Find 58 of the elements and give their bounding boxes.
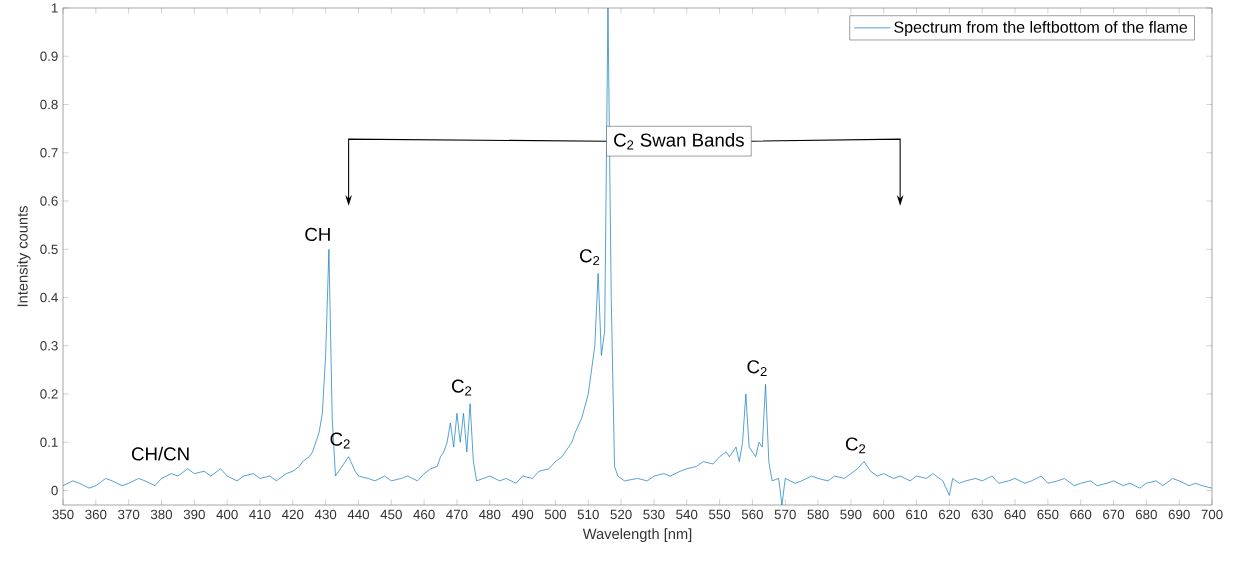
annotation: C$_{2}$ [747,360,767,377]
x-tick-label: 430 [314,509,337,520]
x-tick-label: 550 [709,509,731,520]
x-tick-label: 390 [183,509,205,520]
x-tick-label: 690 [1168,509,1190,520]
x-tick-label: 580 [807,509,829,520]
x-tick-label: 500 [544,509,567,520]
x-tick-label: 490 [511,509,534,520]
y-tick-label: 0.8 [40,99,58,110]
x-tick-label: 460 [413,509,435,520]
x-tick-label: 380 [150,509,173,520]
x-tick-label: 400 [216,509,238,520]
legend-label: Spectrum from the leftbottom of the flame [894,21,1188,36]
x-tick-label: 440 [347,509,370,520]
x-tick-label: 680 [1135,509,1157,520]
x-tick-label: 470 [446,509,468,520]
x-tick-label: 480 [478,509,501,520]
x-tick-label: 510 [577,509,599,520]
x-tick-label: 590 [840,509,862,520]
x-tick-label: 540 [676,509,698,520]
x-tick-label: 650 [1037,509,1059,520]
x-tick-label: 640 [1004,509,1026,520]
y-tick-label: 0 [51,485,58,496]
y-tick-label: 0.1 [40,437,58,447]
x-tick-label: 670 [1103,509,1125,520]
annotation: C$_{2}$ [580,249,600,266]
annotation: C$_{2}$ Swan Bands [614,132,744,150]
y-tick-label: 0.6 [40,196,58,206]
x-tick-label: 450 [380,509,402,520]
annotation: CH [305,227,330,241]
y-tick-label: 0.3 [40,341,58,351]
annotation: C$_{2}$ [452,379,472,396]
x-tick-label: 350 [52,509,74,520]
x-tick-label: 600 [873,509,895,520]
y-axis-title: Intensity counts [16,206,31,307]
x-tick-label: 420 [281,509,304,520]
y-tick-label: 0.4 [40,292,58,303]
y-tick-label: 0.7 [40,148,58,158]
x-tick-label: 530 [643,509,665,520]
annotation: C$_{2}$ [330,432,350,449]
x-tick-label: 370 [118,509,140,520]
x-tick-label: 700 [1201,509,1223,520]
x-tick-label: 630 [971,509,993,520]
annotation: CH/CN [131,446,189,461]
y-tick-label: 0.2 [40,389,58,399]
x-tick-label: 410 [249,509,271,520]
annotation: C$_{2}$ [845,437,866,454]
y-tick-label: 0.9 [40,51,58,61]
x-tick-label: 620 [938,509,960,520]
x-tick-label: 360 [85,509,107,520]
x-tick-label: 560 [741,509,764,520]
x-tick-label: 610 [906,509,928,520]
y-tick-label: 0.5 [40,244,58,254]
x-tick-label: 520 [610,509,632,520]
y-tick-label: 1 [51,3,58,13]
x-axis-title: Wavelength [nm] [582,528,692,542]
x-tick-label: 570 [774,509,796,520]
x-tick-label: 660 [1070,509,1092,520]
